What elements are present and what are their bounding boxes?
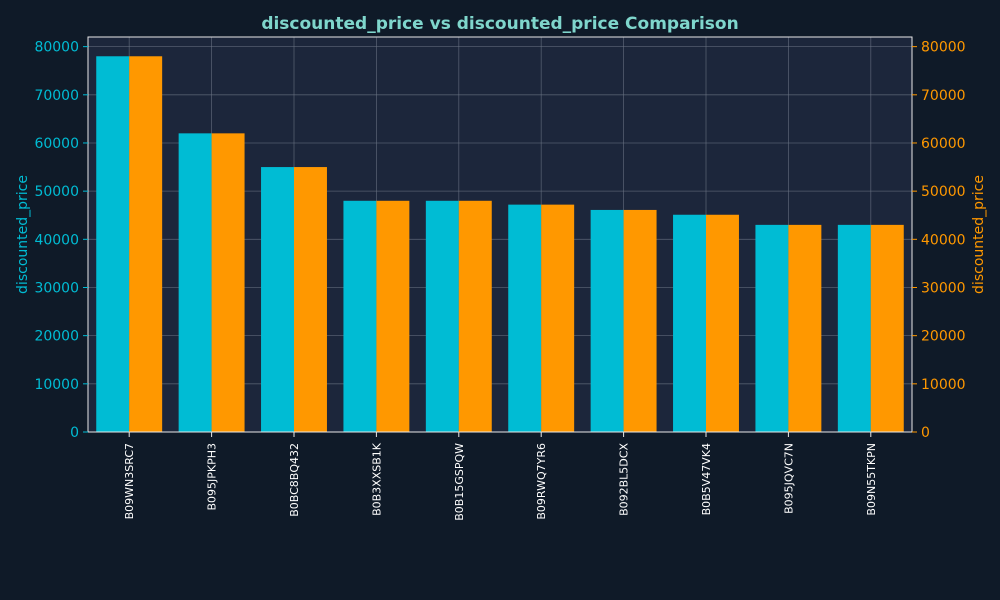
left-tick-label: 0 — [70, 425, 79, 441]
left-tick-label: 10000 — [34, 377, 79, 393]
right-tick-label: 20000 — [921, 329, 966, 345]
right-tick-label: 60000 — [921, 136, 966, 152]
right-tick-label: 30000 — [921, 280, 966, 296]
bar-left-series — [178, 133, 212, 432]
left-tick-label: 30000 — [34, 280, 79, 296]
right-tick-label: 80000 — [921, 40, 966, 56]
left-tick-label: 80000 — [34, 40, 79, 56]
left-tick-label: 70000 — [34, 88, 79, 104]
right-tick-label: 10000 — [921, 377, 966, 393]
bar-left-series — [508, 204, 542, 432]
bar-left-series — [343, 200, 377, 432]
bar-right-series — [623, 209, 657, 432]
bar-left-series — [261, 167, 294, 432]
bar-left-series — [590, 209, 624, 432]
left-y-axis-ticks: 0 10000 20000 30000 40000 50000 60000 70000 8000… — [34, 40, 88, 441]
bar-right-series — [376, 200, 410, 432]
x-tick-label: B092BL5DCX — [618, 443, 631, 516]
x-tick-label: B095JPKPH3 — [206, 443, 219, 511]
left-tick-label: 40000 — [34, 232, 79, 248]
y-axis-label-right: discounted_price — [971, 175, 987, 294]
bar-left-series — [673, 214, 706, 432]
bar-right-series — [788, 224, 822, 432]
x-tick-label: B09N55TKPN — [865, 443, 878, 516]
x-tick-label: B0B5V47VK4 — [700, 443, 713, 515]
right-tick-label: 40000 — [921, 232, 966, 248]
x-tick-label: B0BC8BQ432 — [288, 443, 301, 517]
left-tick-label: 20000 — [34, 329, 79, 345]
right-tick-label: 50000 — [921, 184, 966, 200]
chart-title: discounted_price vs discounted_price Com… — [261, 14, 738, 34]
bar-right-series — [129, 56, 163, 433]
left-tick-label: 60000 — [34, 136, 79, 152]
x-tick-label: B0B15GSPQW — [453, 443, 466, 521]
axes-border — [87, 36, 913, 433]
bar-right-series — [870, 224, 904, 432]
x-tick-label: B09WN3SRC7 — [123, 443, 136, 519]
bar-left-series — [755, 224, 789, 432]
x-tick-label: B09RWQ7YR6 — [535, 443, 548, 520]
right-y-axis-ticks: 0 10000 20000 30000 40000 50000 60000 70000 8000… — [912, 40, 966, 441]
x-tick-label: B095JQVC7N — [782, 443, 795, 514]
bar-left-series — [425, 200, 459, 432]
bar-right-series — [541, 204, 575, 432]
left-tick-label: 50000 — [34, 184, 79, 200]
y-axis-label-left: discounted_price — [15, 175, 31, 294]
bar-right-series — [458, 200, 492, 432]
axes-frame — [87, 36, 913, 433]
bar-right-series — [294, 167, 327, 432]
bars — [96, 56, 904, 433]
x-axis-ticks: B09WN3SRC7 B095JPKPH3 B0BC8BQ432 B0B3XXSB1K… — [123, 432, 878, 521]
right-tick-label: 70000 — [921, 88, 966, 104]
bar-right-series — [706, 214, 739, 432]
bar-right-series — [211, 133, 245, 432]
x-tick-label: B0B3XXSB1K — [370, 442, 383, 516]
right-tick-label: 0 — [921, 425, 930, 441]
bar-left-series — [96, 56, 130, 433]
bar-left-series — [837, 224, 871, 432]
